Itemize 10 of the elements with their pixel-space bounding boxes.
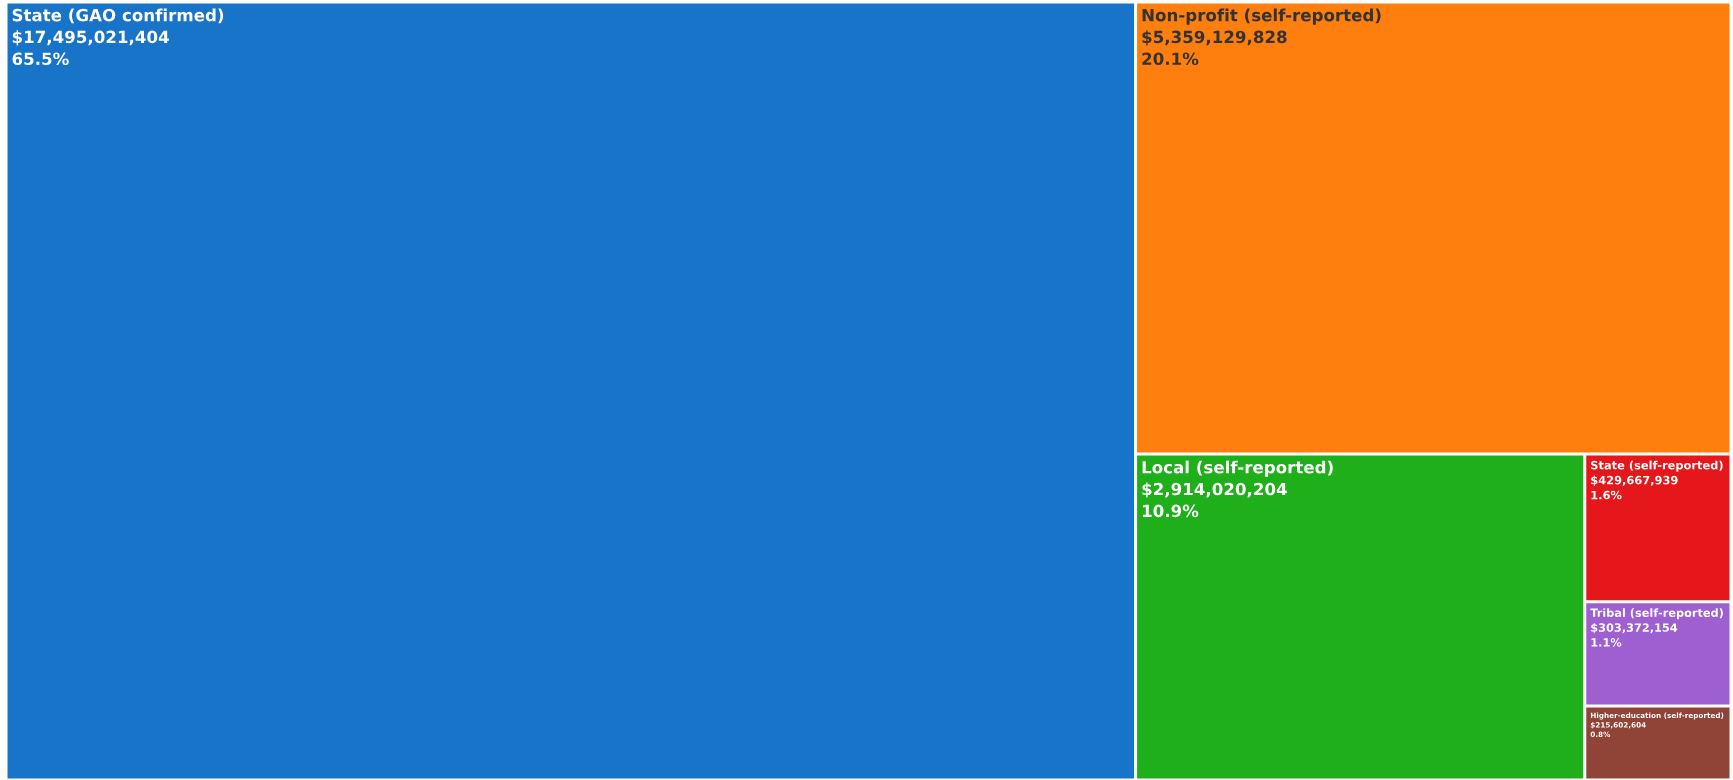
data-label: $303,372,154 1.1% — [1591, 623, 1678, 647]
data-label: $2,914,020,204 10.9% — [1142, 482, 1287, 518]
category-label: Non-profit (self-reported) — [1142, 8, 1381, 25]
category-label: State (GAO confirmed) — [12, 8, 224, 24]
category-label: Local (self-reported) — [1142, 460, 1333, 477]
category-label: State (self-reported) — [1591, 460, 1723, 472]
category-label: Tribal (self-reported) — [1590, 608, 1723, 620]
data-label: $5,359,129,828 20.1% — [1142, 30, 1287, 66]
data-label: $17,495,021,404 65.5% — [12, 30, 169, 66]
data-label: $429,667,939 1.6% — [1591, 475, 1678, 500]
